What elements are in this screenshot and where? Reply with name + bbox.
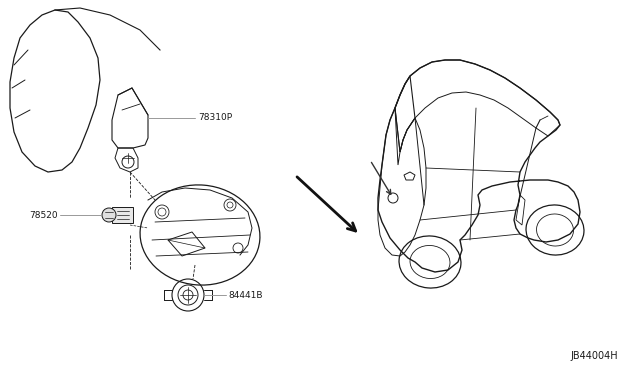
Text: JB44004H: JB44004H [570,351,618,361]
Text: 78520: 78520 [29,211,58,219]
Polygon shape [112,207,133,223]
Circle shape [102,208,116,222]
Text: 84441B: 84441B [228,291,262,299]
Text: 78310P: 78310P [198,113,232,122]
